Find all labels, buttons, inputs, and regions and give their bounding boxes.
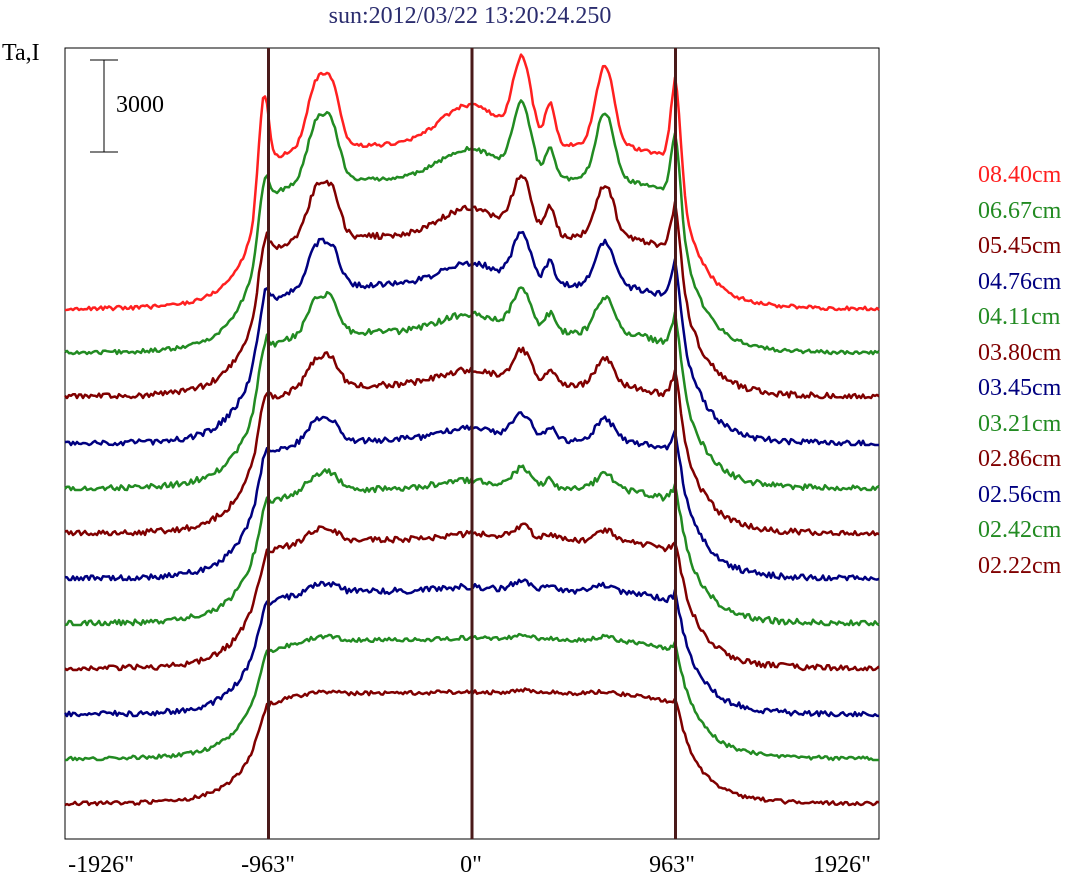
legend: 08.40cm 06.67cm 05.45cm 04.76cm 04.11cm … — [978, 160, 1061, 586]
legend-item: 02.86cm — [978, 446, 1062, 472]
legend-item: 05.45cm — [978, 233, 1062, 259]
x-tick-label: -963" — [241, 852, 295, 878]
legend-item: 03.80cm — [978, 339, 1062, 366]
vertical-reference-lines — [267, 48, 677, 839]
scale-bar-label: 3000 — [116, 92, 164, 118]
x-tick-label: 963" — [649, 852, 695, 878]
legend-item: 02.56cm — [978, 481, 1062, 508]
legend-item: 03.45cm — [978, 375, 1062, 401]
scale-bar — [90, 59, 118, 153]
legend-item: 04.11cm — [978, 304, 1061, 330]
legend-item: 04.76cm — [978, 268, 1062, 295]
chart-title: sun:2012/03/22 13:20:24.250 — [328, 3, 612, 29]
legend-item: 03.21cm — [978, 410, 1062, 437]
legend-item: 02.42cm — [978, 517, 1062, 543]
legend-item: 08.40cm — [978, 162, 1062, 188]
legend-item: 02.22cm — [978, 552, 1062, 579]
x-tick-label: -1926" — [68, 852, 134, 878]
legend-item: 06.67cm — [978, 197, 1062, 224]
x-tick-label: 1926" — [813, 852, 871, 878]
y-axis-label: Ta,I — [2, 40, 40, 66]
x-tick-label: 0" — [460, 852, 482, 878]
